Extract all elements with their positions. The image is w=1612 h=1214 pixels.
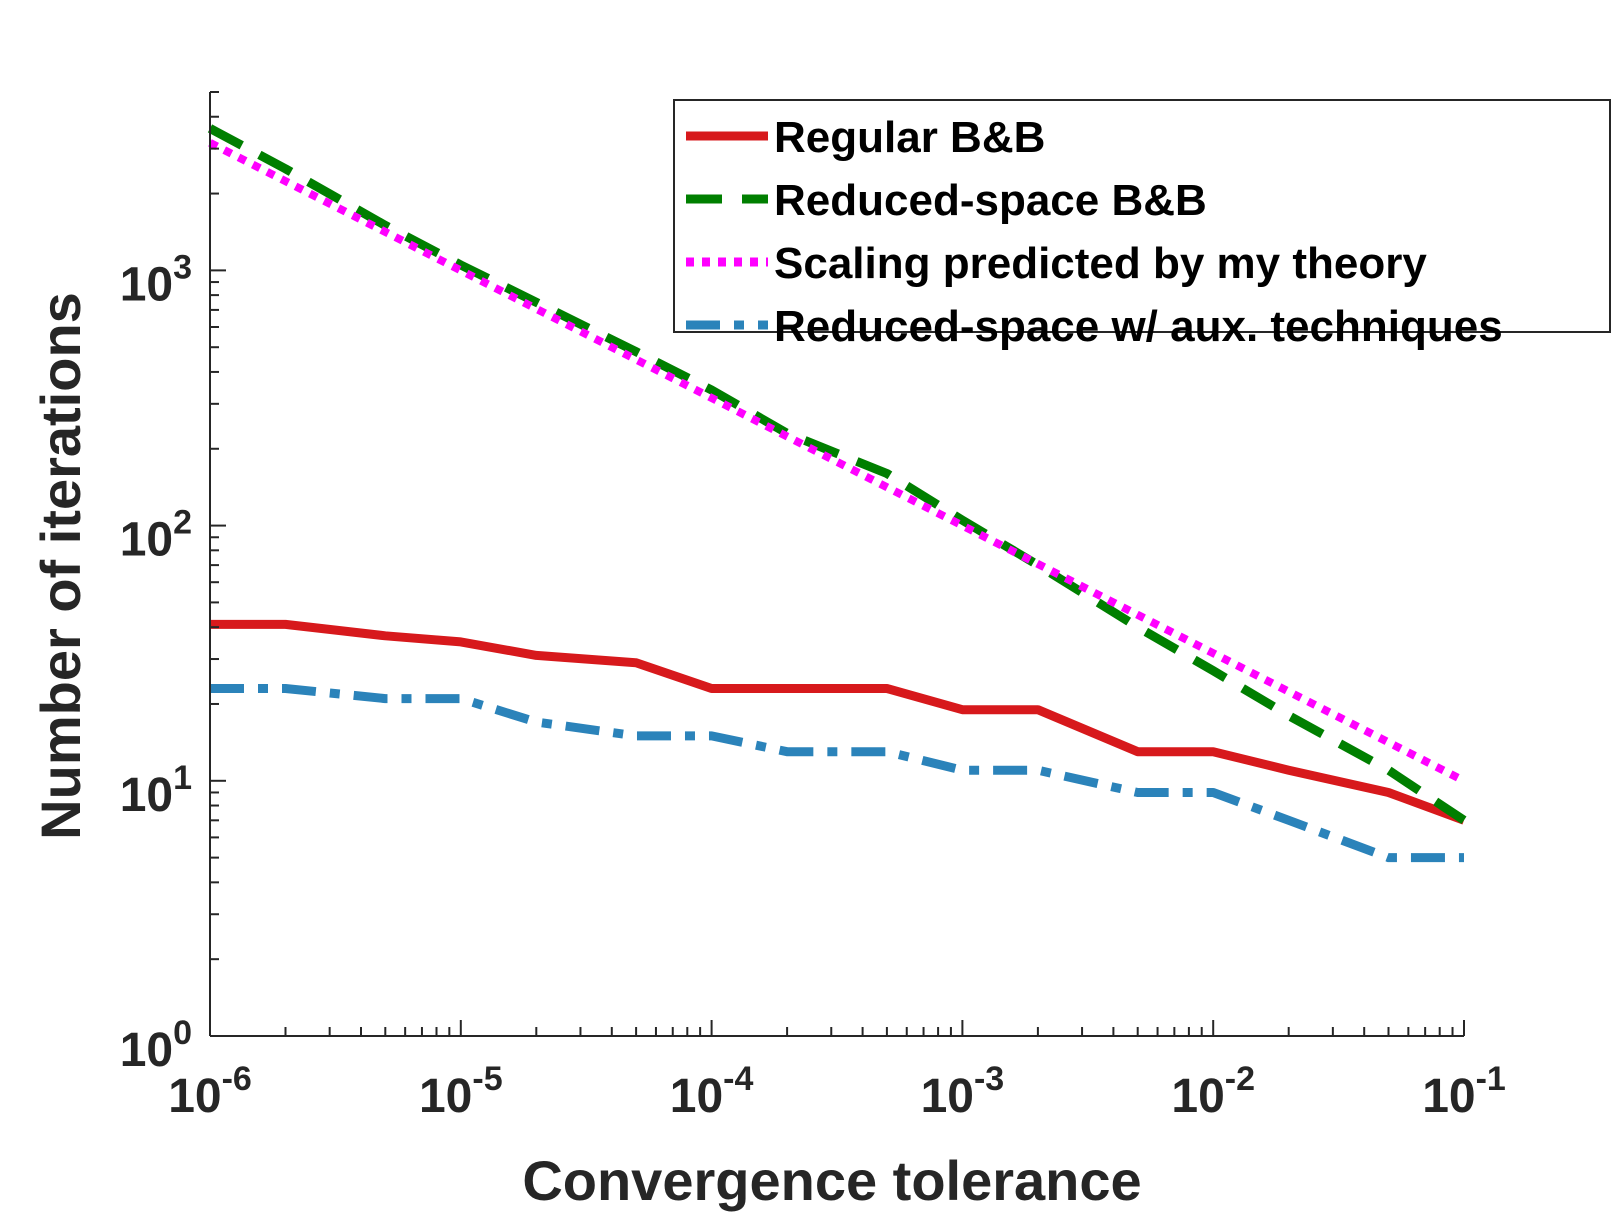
x-tick-label: 10-2: [1171, 1060, 1255, 1123]
y-tick-label: 100: [120, 1014, 192, 1077]
legend-label-3: Scaling predicted by my theory: [774, 239, 1427, 288]
y-tick-label: 101: [120, 759, 192, 822]
legend: Regular B&B Reduced-space B&B Scaling pred…: [673, 99, 1611, 351]
legend-box: [673, 99, 1611, 333]
y-tick-label: 103: [120, 248, 192, 311]
x-axis-title: Convergence tolerance: [522, 1149, 1141, 1212]
y-axis-title: Number of iterations: [29, 292, 92, 840]
x-tick-label: 10-4: [670, 1060, 754, 1123]
tick-labels: 10-6 10-5 10-4 10-3 10-2 10-1 100 101 102 103: [120, 248, 1506, 1123]
plot-area: 10-6 10-5 10-4 10-3 10-2 10-1 100 101 102 103: [120, 91, 1506, 1123]
y-tick-label: 102: [120, 504, 192, 567]
x-tick-label: 10-3: [921, 1060, 1005, 1123]
legend-label-2: Reduced-space B&B: [774, 176, 1207, 225]
x-tick-label: 10-5: [419, 1060, 503, 1123]
legend-label-4: Reduced-space w/ aux. techniques: [774, 302, 1503, 351]
x-tick-label: 10-6: [168, 1060, 252, 1123]
legend-label-1: Regular B&B: [774, 113, 1045, 162]
series-line-4: [210, 684, 1464, 863]
series-layer: [207, 124, 1467, 863]
series-line-1: [210, 619, 1466, 825]
series-line-3: [208, 139, 1466, 785]
series-line-2: [207, 124, 1467, 825]
axes-layer: [209, 91, 1465, 1037]
x-tick-label: 10-1: [1422, 1060, 1506, 1123]
